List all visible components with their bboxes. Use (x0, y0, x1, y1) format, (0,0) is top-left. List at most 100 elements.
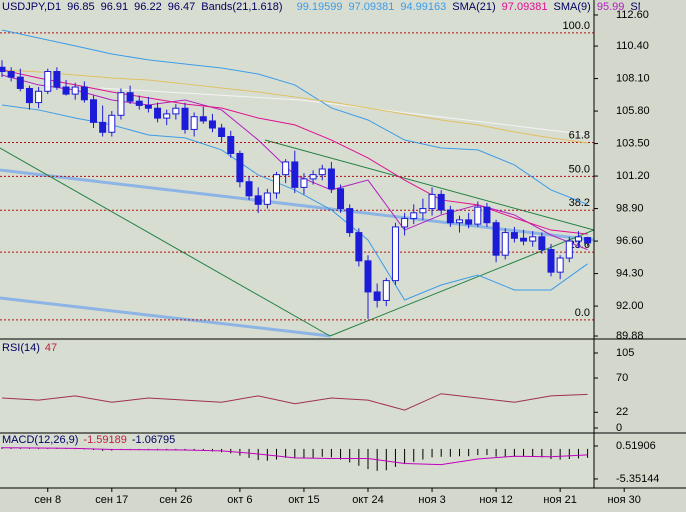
candle-body (446, 209, 454, 224)
y-tick-label: 101.20 (616, 170, 650, 182)
sma21-value: 97.09381 (502, 1, 548, 13)
candle-body (538, 236, 546, 251)
x-tick-label: ноя 12 (479, 494, 512, 506)
macd-bar (303, 448, 305, 459)
candle-body (382, 280, 390, 301)
rsi-line (1, 393, 588, 411)
x-tick-label: ноя 30 (607, 494, 640, 506)
macd-bar (394, 448, 396, 467)
y-tick-label: 105.80 (616, 105, 650, 117)
header: USDJPY,D1 96.85 96.91 96.22 96.47 Bands(21,1.… (2, 1, 680, 13)
close-value: 96.47 (168, 1, 196, 13)
macd-bar (276, 448, 277, 460)
macd-label: MACD(12,26,9) -1.59189 -1.06795 (2, 434, 175, 446)
candle-body (520, 237, 528, 242)
candle-body (401, 217, 409, 228)
rsi-tick-label: 70 (616, 372, 628, 384)
y-tick-label: 110.40 (616, 40, 649, 52)
candle-body (44, 71, 52, 92)
upper-value: 99.19599 (297, 1, 343, 13)
macd-bar (413, 448, 415, 462)
candle-body (565, 240, 573, 259)
symbol: USDJPY,D1 (2, 1, 61, 13)
macd-bar (523, 448, 525, 457)
candle-body (71, 86, 79, 95)
macd-bar (340, 448, 342, 460)
fibo-label: 61.8 (569, 129, 590, 141)
candle-body (437, 193, 445, 211)
candle-body (35, 90, 43, 104)
macd-tick-label: 0.51906 (616, 440, 656, 452)
candle-body (574, 236, 582, 242)
macd-bar (202, 448, 204, 451)
y-tick-label: 108.10 (616, 72, 650, 84)
sma-line (1, 69, 588, 144)
y-tick-label: 112.60 (616, 9, 649, 21)
x-tick-label: сен 8 (34, 494, 61, 506)
candle-body (318, 168, 326, 176)
y-tick-label: 98.90 (616, 202, 644, 214)
macd-bar (358, 448, 360, 466)
macd-bar (495, 448, 497, 457)
macd-bar (422, 448, 424, 460)
y-tick-label: 89.88 (616, 330, 644, 342)
trend-line (329, 229, 594, 337)
candle-body (199, 116, 207, 122)
fibo-label: 0.0 (575, 307, 590, 319)
candle-body (126, 92, 134, 102)
x-tick-label: сен 17 (95, 494, 128, 506)
rsi-label: RSI(14) 47 (2, 342, 57, 354)
candle-body (355, 232, 363, 262)
candle-body (263, 192, 271, 205)
macd-bar (385, 448, 387, 471)
macd-bar (330, 448, 332, 458)
macd-bar (541, 448, 543, 458)
candle-body (0, 66, 6, 73)
high-value: 96.91 (101, 1, 129, 13)
candle-body (465, 219, 473, 225)
y-tick-label: 92.00 (616, 300, 644, 312)
candle-body (327, 168, 335, 190)
candle-body (25, 87, 33, 104)
candle-body (492, 222, 500, 256)
open-value: 96.85 (67, 1, 95, 13)
bands-name: Bands(21,1.618) (201, 1, 282, 13)
candle-body (529, 236, 537, 242)
macd-bar (468, 448, 470, 457)
fibo-label: 100.0 (562, 20, 590, 32)
macd-bar (102, 448, 104, 451)
candle-body (53, 71, 61, 88)
macd-bar (513, 448, 515, 457)
candle-body (456, 219, 463, 224)
candle-body (547, 249, 555, 273)
candle-body (144, 104, 152, 109)
candle-body (291, 161, 299, 188)
x-tick-label: сен 26 (159, 494, 192, 506)
candle-body (584, 237, 592, 244)
macd-bar (294, 448, 296, 459)
candle-body (419, 208, 427, 214)
macd-panel (0, 434, 594, 487)
candle-body (163, 113, 171, 119)
candle-body (108, 114, 116, 133)
macd-bar (285, 448, 287, 458)
candle-body (373, 291, 381, 301)
macd-bar (28, 448, 30, 449)
candle-body (62, 86, 70, 95)
rsi-value: 47 (45, 342, 57, 354)
candle-body (117, 92, 125, 116)
main-plot: 100.061.850.038.223.60.0 (0, 20, 594, 321)
candle-body (99, 121, 107, 133)
candle-body (556, 257, 564, 273)
candle-body (346, 208, 354, 234)
x-tick-label: ноя 3 (418, 494, 445, 506)
sma100-name: SMA(100) (630, 1, 680, 13)
channel-line (0, 296, 331, 338)
macd-bar (312, 448, 314, 458)
candle-body (501, 232, 509, 256)
candle-body (337, 188, 345, 210)
fibo-label: 38.2 (569, 197, 590, 209)
rsi-panel (0, 341, 594, 432)
macd-bar (74, 448, 76, 450)
macd-bar (93, 448, 94, 451)
